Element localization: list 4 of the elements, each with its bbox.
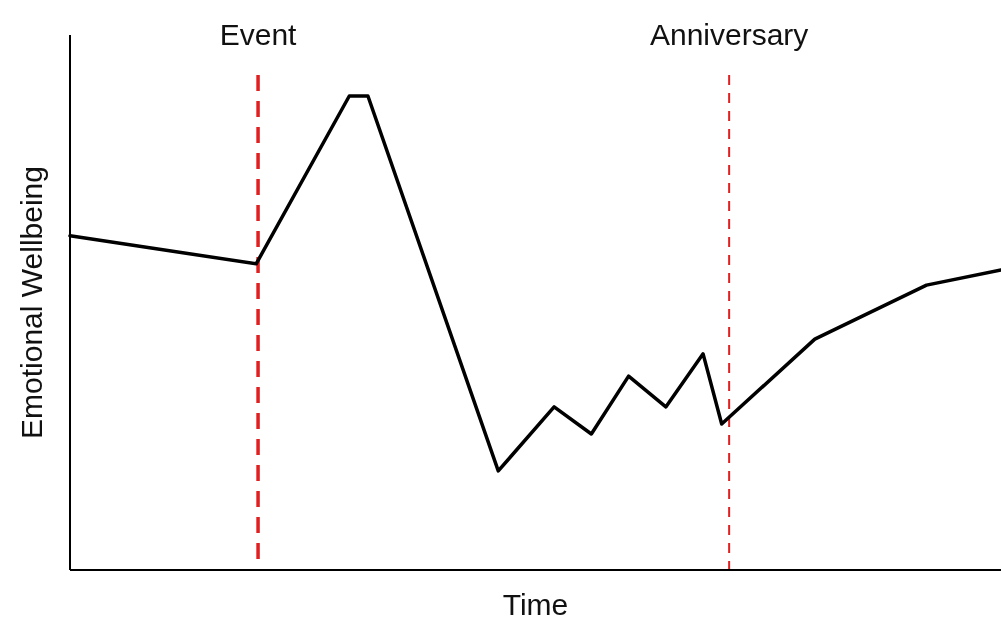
y-axis-title: Emotional Wellbeing <box>15 166 48 439</box>
text: Anniversary <box>649 18 809 51</box>
text: Event <box>219 18 298 51</box>
x-axis-title: Time <box>502 588 569 621</box>
